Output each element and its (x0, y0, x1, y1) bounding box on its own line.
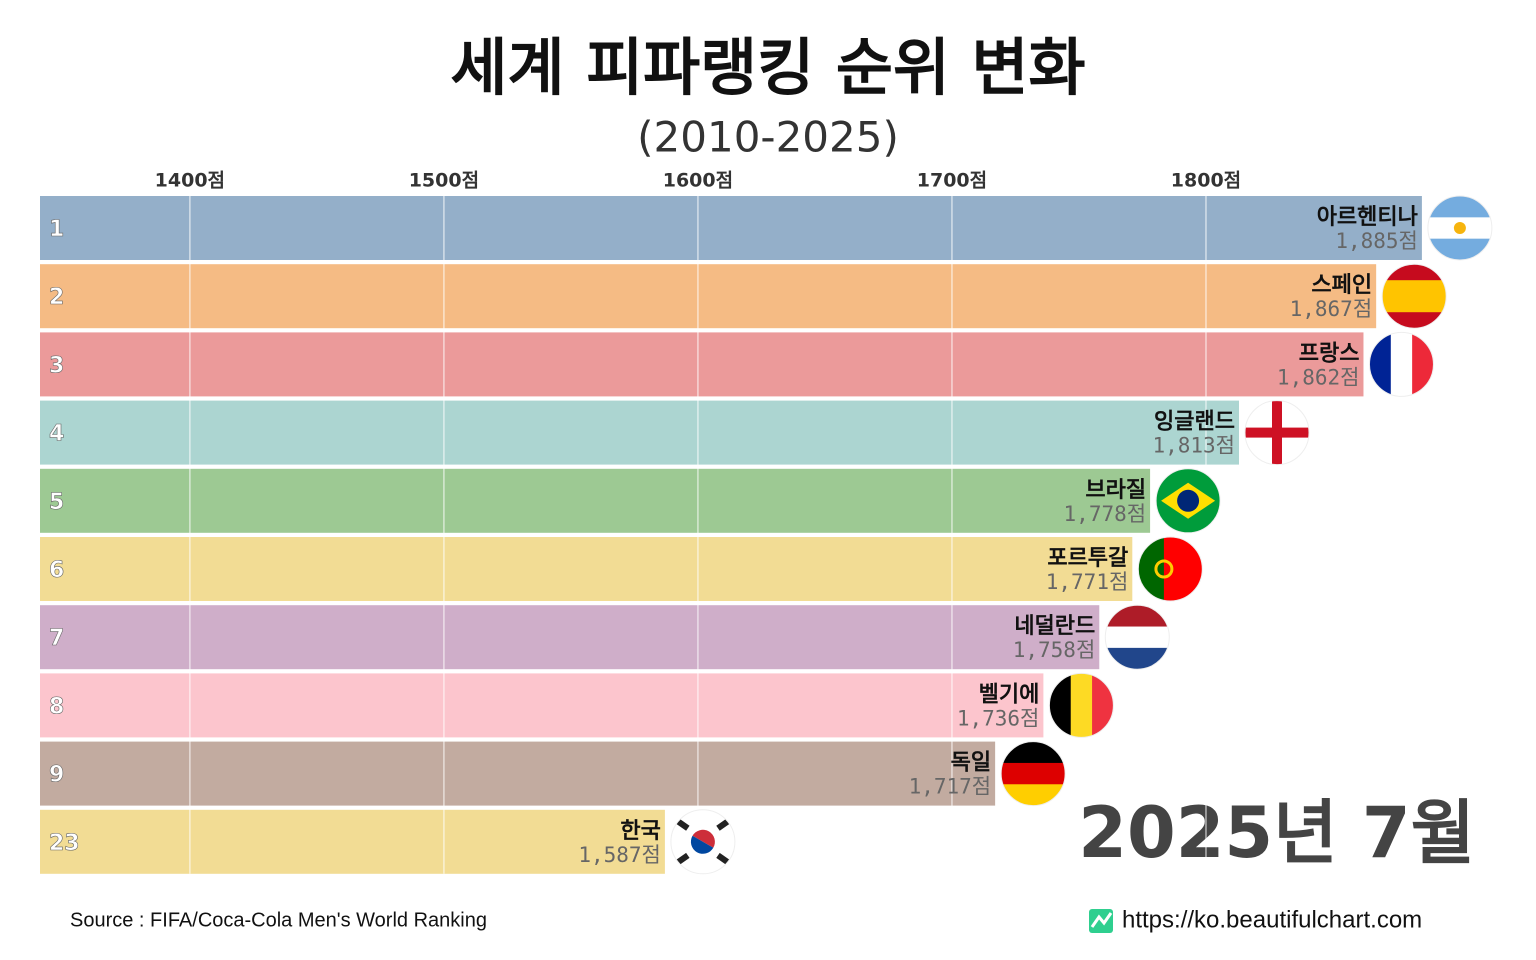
flag-emblem (1177, 489, 1200, 512)
category-label: 네덜란드 (1014, 614, 1095, 639)
rank-label: 8 (49, 694, 64, 719)
category-label: 브라질 (1085, 478, 1146, 503)
flag-stripe (1369, 332, 1392, 397)
x-tick-label: 1500점 (409, 170, 479, 192)
rank-label: 2 (49, 285, 64, 310)
flag-stripe (1412, 332, 1434, 397)
value-label: 1,736점 (957, 706, 1040, 730)
flag-stripe (1105, 626, 1170, 649)
bar (40, 537, 1133, 601)
flag (1427, 196, 1492, 260)
flag-stripe (1105, 605, 1170, 628)
bar (40, 809, 665, 874)
rank-label: 7 (49, 626, 64, 651)
category-label: 벨기에 (979, 682, 1040, 707)
category-label: 아르헨티나 (1317, 205, 1418, 230)
value-label: 1,758점 (1013, 638, 1096, 662)
value-label: 1,587점 (578, 843, 661, 867)
flag-stripe (1001, 784, 1066, 806)
flag-emblem (716, 818, 730, 831)
flag-emblem (1154, 559, 1174, 579)
category-label: 독일 (951, 751, 991, 776)
x-tick-label: 1800점 (1171, 170, 1241, 192)
rank-label: 6 (49, 558, 64, 583)
flag-border (1427, 195, 1493, 261)
flag-emblem (692, 829, 715, 848)
bar (40, 196, 1422, 260)
rank-label: 5 (49, 490, 64, 515)
flag (1244, 400, 1309, 465)
flag-border (670, 809, 736, 875)
value-label: 1,717점 (909, 775, 992, 799)
flag-stripe (1427, 238, 1492, 260)
flag-border (1137, 536, 1203, 602)
bar (40, 673, 1044, 738)
category-label: 스페인 (1311, 273, 1372, 298)
bar (40, 332, 1364, 397)
category-label: 포르투갈 (1047, 546, 1128, 571)
flag-stripe (1001, 762, 1066, 785)
source: Source : FIFA/Coca-Cola Men's World Rank… (70, 909, 487, 931)
flag-emblem (1271, 400, 1282, 465)
value-label: 1,862점 (1277, 365, 1360, 389)
flag-emblem (676, 852, 690, 865)
flag-border (1104, 604, 1170, 670)
category-label: 잉글랜드 (1154, 410, 1235, 435)
flag (1369, 332, 1434, 397)
flag-border (1000, 741, 1066, 807)
flag (1049, 673, 1114, 738)
x-tick-label: 1700점 (917, 170, 987, 192)
rank-label: 3 (49, 353, 64, 378)
period-label: 2025년 7월 (1078, 792, 1475, 874)
flag-stripe (1049, 673, 1072, 738)
flag-border (1368, 331, 1434, 397)
bar (40, 400, 1239, 465)
x-tick-label: 1600점 (663, 170, 733, 192)
flag (1001, 741, 1066, 806)
chart-title: 세계 피파랭킹 순위 변화 (450, 31, 1085, 104)
flag-border (1381, 263, 1447, 329)
flag (1382, 264, 1447, 329)
flag-emblem (676, 818, 690, 831)
value-label: 1,867점 (1290, 297, 1373, 321)
flag-stripe (1001, 741, 1066, 764)
website: https://ko.beautifulchart.com (1122, 906, 1422, 933)
flag-border (1244, 400, 1310, 466)
flag (1138, 537, 1203, 601)
flag-emblem (1453, 222, 1466, 234)
value-label: 1,813점 (1152, 434, 1235, 458)
flag-emblem (716, 852, 730, 865)
flag (1105, 605, 1170, 670)
flag-emblem (690, 835, 714, 854)
category-label: 한국 (620, 819, 660, 844)
value-label: 1,778점 (1064, 502, 1147, 526)
flag-stripe (1138, 537, 1164, 601)
bar (40, 468, 1151, 533)
flag-border (1048, 672, 1114, 738)
x-tick-label: 1400점 (155, 170, 225, 192)
bar (40, 741, 996, 806)
flag (670, 809, 735, 874)
flag (1156, 468, 1221, 533)
rank-label: 1 (49, 217, 64, 242)
logo (1089, 909, 1113, 933)
flag-stripe (1382, 280, 1447, 313)
chart-subtitle: (2010-2025) (637, 113, 899, 162)
flag-stripe (1070, 673, 1093, 738)
flag-stripe (1105, 647, 1170, 670)
category-label: 프랑스 (1299, 341, 1360, 366)
bar (40, 605, 1100, 670)
rank-label: 23 (49, 831, 80, 856)
flag-stripe (1390, 332, 1413, 397)
flag-border (1155, 468, 1221, 534)
value-label: 1,771점 (1046, 570, 1129, 594)
flag-stripe (1427, 196, 1492, 218)
rank-label: 4 (49, 422, 64, 447)
flag-stripe (1092, 673, 1114, 738)
value-label: 1,885점 (1335, 229, 1418, 253)
rank-label: 9 (49, 763, 64, 788)
bar (40, 264, 1377, 329)
